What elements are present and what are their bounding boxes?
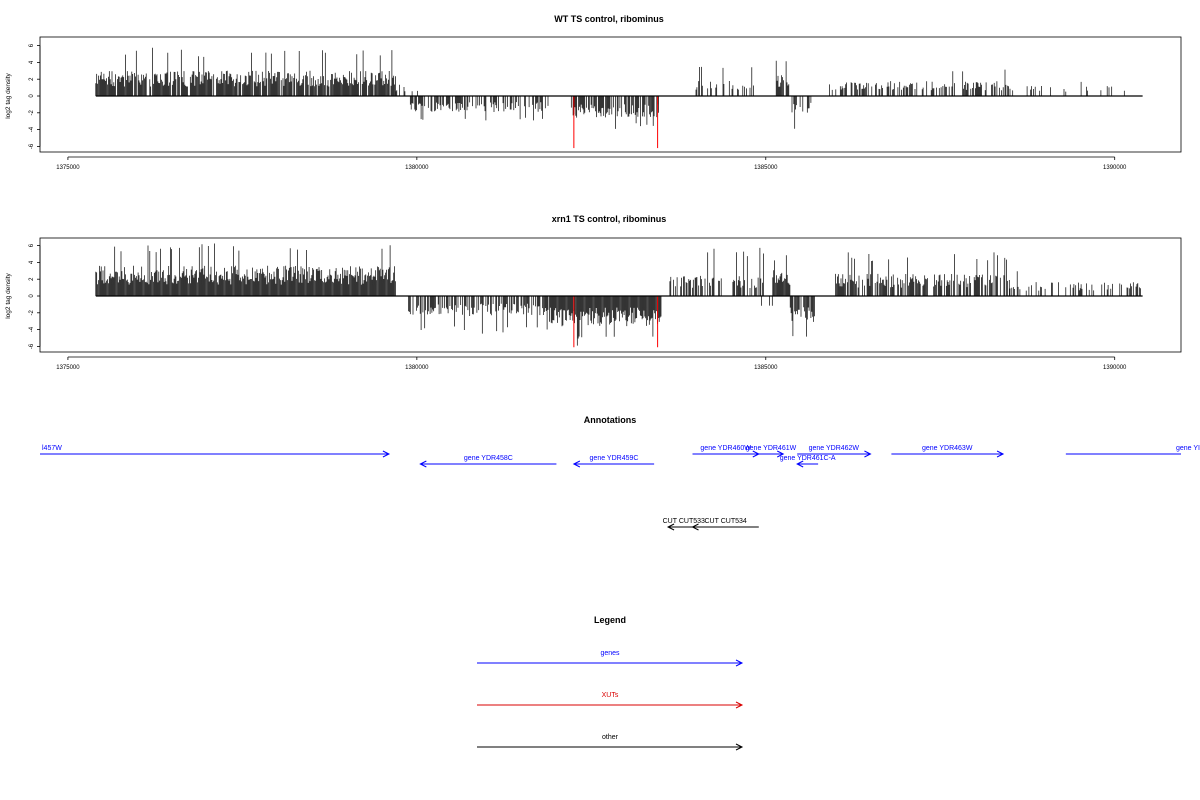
- y-tick-label: -6: [29, 343, 35, 349]
- y-tick-label: -2: [29, 309, 35, 315]
- legend-arrowhead: [735, 743, 744, 751]
- y-axis-label: log2 tag density: [5, 272, 12, 318]
- x-tick-label: 1385000: [754, 165, 778, 171]
- annotations-track: Annotations l457W gene YDR458C gene YDR459…: [40, 415, 1200, 531]
- y-tick-label: 2: [29, 77, 35, 81]
- coverage-bar-group: [791, 96, 812, 129]
- coverage-bar-group: [549, 296, 662, 346]
- x-tick-label: 1380000: [405, 365, 429, 371]
- feature-label: CUT CUT533: [663, 518, 705, 525]
- feature-label: l457W: [42, 445, 62, 452]
- y-tick-label: 6: [29, 43, 35, 47]
- legend-item: XUTs: [477, 692, 744, 709]
- feature-label: gene YI: [1176, 445, 1200, 452]
- annotation-feature: CUT CUT533: [663, 518, 705, 531]
- y-tick-label: -6: [29, 143, 35, 149]
- feature-arrowhead: [572, 460, 581, 468]
- feature-arrowhead: [776, 450, 785, 458]
- coverage-bar-group: [95, 243, 396, 296]
- legend-item: other: [477, 734, 744, 751]
- coverage-bar-group: [761, 296, 773, 306]
- y-tick-label: 4: [29, 260, 35, 264]
- coverage-bar-group: [789, 296, 815, 337]
- x-tick-label: 1375000: [56, 165, 80, 171]
- legend-arrowhead: [735, 701, 744, 709]
- annotation-feature: gene YDR463W: [891, 445, 1005, 458]
- y-tick-label: 2: [29, 277, 35, 281]
- feature-arrowhead: [419, 460, 427, 468]
- x-tick-label: 1375000: [56, 365, 80, 371]
- wt-coverage-panel: WT TS control, ribominus log2 tag densit…: [5, 14, 1182, 171]
- feature-arrowhead: [796, 460, 804, 468]
- y-tick-label: -2: [29, 109, 35, 115]
- coverage-bars: [95, 243, 1143, 348]
- y-tick-label: 4: [29, 60, 35, 64]
- coverage-bar-group: [1009, 81, 1125, 96]
- x-tick-label: 1385000: [754, 365, 778, 371]
- legend: Legend genes XUTs other: [477, 615, 744, 751]
- feature-label: gene YDR461W: [746, 445, 797, 452]
- x-tick-label: 1380000: [405, 165, 429, 171]
- feature-label: gene YDR458C: [464, 455, 513, 462]
- coverage-bar-group: [835, 252, 1010, 296]
- legend-label: XUTs: [602, 692, 619, 699]
- annotation-features: l457W gene YDR458C gene YDR459C gene YDR460…: [40, 445, 1200, 531]
- feature-arrowhead: [666, 523, 675, 531]
- feature-label: CUT CUT534: [705, 518, 747, 525]
- y-axis: 6 4 2 0 -2 -4 -6: [29, 43, 41, 149]
- y-tick-label: -4: [29, 326, 35, 332]
- legend-label: other: [602, 734, 619, 741]
- panel-title: xrn1 TS control, ribominus: [552, 214, 667, 224]
- coverage-bar-group: [95, 47, 396, 96]
- annotation-feature: CUT CUT534: [691, 518, 759, 531]
- panel-title: WT TS control, ribominus: [554, 14, 664, 24]
- feature-label: gene YDR461C-A: [780, 455, 836, 462]
- feature-label: gene YDR462W: [809, 445, 860, 452]
- x-tick-label: 1390000: [1103, 165, 1127, 171]
- y-tick-label: 0: [29, 294, 35, 298]
- annotation-feature: gene YDR462W: [797, 445, 872, 458]
- coverage-bars: [95, 47, 1143, 149]
- legend-item: genes: [477, 650, 744, 667]
- y-tick-label: 6: [29, 243, 35, 247]
- y-axis: 6 4 2 0 -2 -4 -6: [29, 243, 41, 349]
- coverage-bar-group: [395, 84, 418, 96]
- x-axis: 1375000 1380000 1385000 1390000: [56, 156, 1127, 171]
- feature-label: gene YDR463W: [922, 445, 973, 452]
- feature-label: gene YDR460W: [700, 445, 751, 452]
- feature-arrowhead: [691, 523, 699, 531]
- xrn1-coverage-panel: xrn1 TS control, ribominus log2 tag dens…: [5, 214, 1182, 371]
- coverage-bar-group: [772, 255, 791, 296]
- annotations-title: Annotations: [584, 415, 637, 425]
- annotation-feature: gene YDR458C: [419, 455, 557, 468]
- feature-arrowhead: [382, 450, 391, 458]
- coverage-bar-group: [829, 69, 1009, 96]
- x-tick-label: 1390000: [1103, 365, 1127, 371]
- annotation-feature: gene YDR459C: [572, 455, 655, 468]
- coverage-bar-group: [408, 296, 549, 334]
- annotation-feature: gene YI: [1065, 445, 1200, 455]
- feature-label: gene YDR459C: [590, 455, 639, 462]
- legend-arrowhead: [735, 659, 744, 667]
- y-tick-label: -4: [29, 126, 35, 132]
- annotation-feature: gene YDR461C-A: [780, 455, 836, 468]
- coverage-bar-group: [570, 96, 659, 129]
- annotation-feature: gene YDR461W: [746, 445, 797, 458]
- y-axis-label: log2 tag density: [5, 72, 12, 118]
- coverage-bar-group: [775, 60, 790, 96]
- x-axis: 1375000 1380000 1385000 1390000: [56, 356, 1127, 371]
- annotation-feature: l457W: [40, 445, 391, 458]
- y-tick-label: 0: [29, 94, 35, 98]
- coverage-bar-group: [409, 96, 549, 121]
- coverage-bar-group: [695, 66, 754, 96]
- legend-label: genes: [600, 650, 620, 657]
- legend-title: Legend: [594, 615, 626, 625]
- feature-arrowhead: [864, 450, 872, 458]
- legend-items: genes XUTs other: [477, 650, 744, 751]
- coverage-bar-group: [1009, 271, 1141, 296]
- coverage-bar-group: [669, 247, 764, 296]
- feature-arrowhead: [996, 450, 1005, 458]
